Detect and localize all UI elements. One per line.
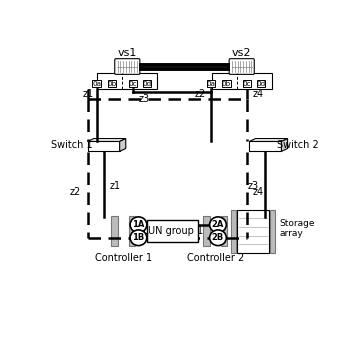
Text: z4: z4 <box>252 187 264 197</box>
FancyBboxPatch shape <box>243 80 251 87</box>
Text: z1: z1 <box>109 181 120 191</box>
FancyBboxPatch shape <box>115 59 140 74</box>
Circle shape <box>130 230 147 245</box>
FancyBboxPatch shape <box>111 216 117 246</box>
FancyBboxPatch shape <box>129 216 135 246</box>
Text: 0a: 0a <box>207 81 216 87</box>
FancyBboxPatch shape <box>221 216 227 246</box>
Text: 0d: 0d <box>142 81 152 87</box>
FancyBboxPatch shape <box>93 80 101 87</box>
FancyBboxPatch shape <box>212 73 272 89</box>
Text: 0d: 0d <box>257 81 266 87</box>
FancyBboxPatch shape <box>143 80 151 87</box>
FancyBboxPatch shape <box>203 216 210 246</box>
Polygon shape <box>249 139 288 141</box>
Text: z3: z3 <box>247 181 258 191</box>
Text: Storage
array: Storage array <box>279 219 315 238</box>
Text: 1A: 1A <box>132 220 145 229</box>
FancyBboxPatch shape <box>108 80 116 87</box>
FancyBboxPatch shape <box>229 59 254 74</box>
Circle shape <box>130 217 147 233</box>
FancyBboxPatch shape <box>237 210 269 253</box>
FancyBboxPatch shape <box>207 80 215 87</box>
FancyBboxPatch shape <box>270 210 275 253</box>
FancyBboxPatch shape <box>97 73 157 89</box>
FancyBboxPatch shape <box>231 210 236 253</box>
Text: 0c: 0c <box>243 81 252 87</box>
Text: 2A: 2A <box>212 220 224 229</box>
Text: z3: z3 <box>139 94 150 104</box>
Circle shape <box>210 217 226 233</box>
Text: Controller 2: Controller 2 <box>186 254 244 263</box>
Text: z4: z4 <box>252 89 264 99</box>
Polygon shape <box>87 141 120 151</box>
Text: Controller 1: Controller 1 <box>95 254 152 263</box>
FancyBboxPatch shape <box>147 220 198 242</box>
Text: 0a: 0a <box>92 81 101 87</box>
Polygon shape <box>87 139 126 141</box>
Text: 0b: 0b <box>222 81 231 87</box>
Text: 1B: 1B <box>132 233 145 242</box>
Text: vs2: vs2 <box>232 48 251 58</box>
FancyBboxPatch shape <box>222 80 230 87</box>
FancyBboxPatch shape <box>129 80 137 87</box>
Polygon shape <box>249 141 282 151</box>
FancyBboxPatch shape <box>257 80 265 87</box>
Circle shape <box>210 230 226 245</box>
Text: z1: z1 <box>83 89 94 99</box>
Text: Switch 1: Switch 1 <box>51 140 92 150</box>
Text: 0b: 0b <box>107 81 117 87</box>
Text: 2B: 2B <box>212 233 224 242</box>
Polygon shape <box>282 139 288 151</box>
Text: Switch 2: Switch 2 <box>276 140 318 150</box>
Polygon shape <box>120 139 126 151</box>
Text: z2: z2 <box>194 89 206 99</box>
Text: 0c: 0c <box>129 81 137 87</box>
Text: z2: z2 <box>70 187 81 197</box>
Text: vs1: vs1 <box>118 48 137 58</box>
Text: LUN group 1: LUN group 1 <box>143 226 203 236</box>
